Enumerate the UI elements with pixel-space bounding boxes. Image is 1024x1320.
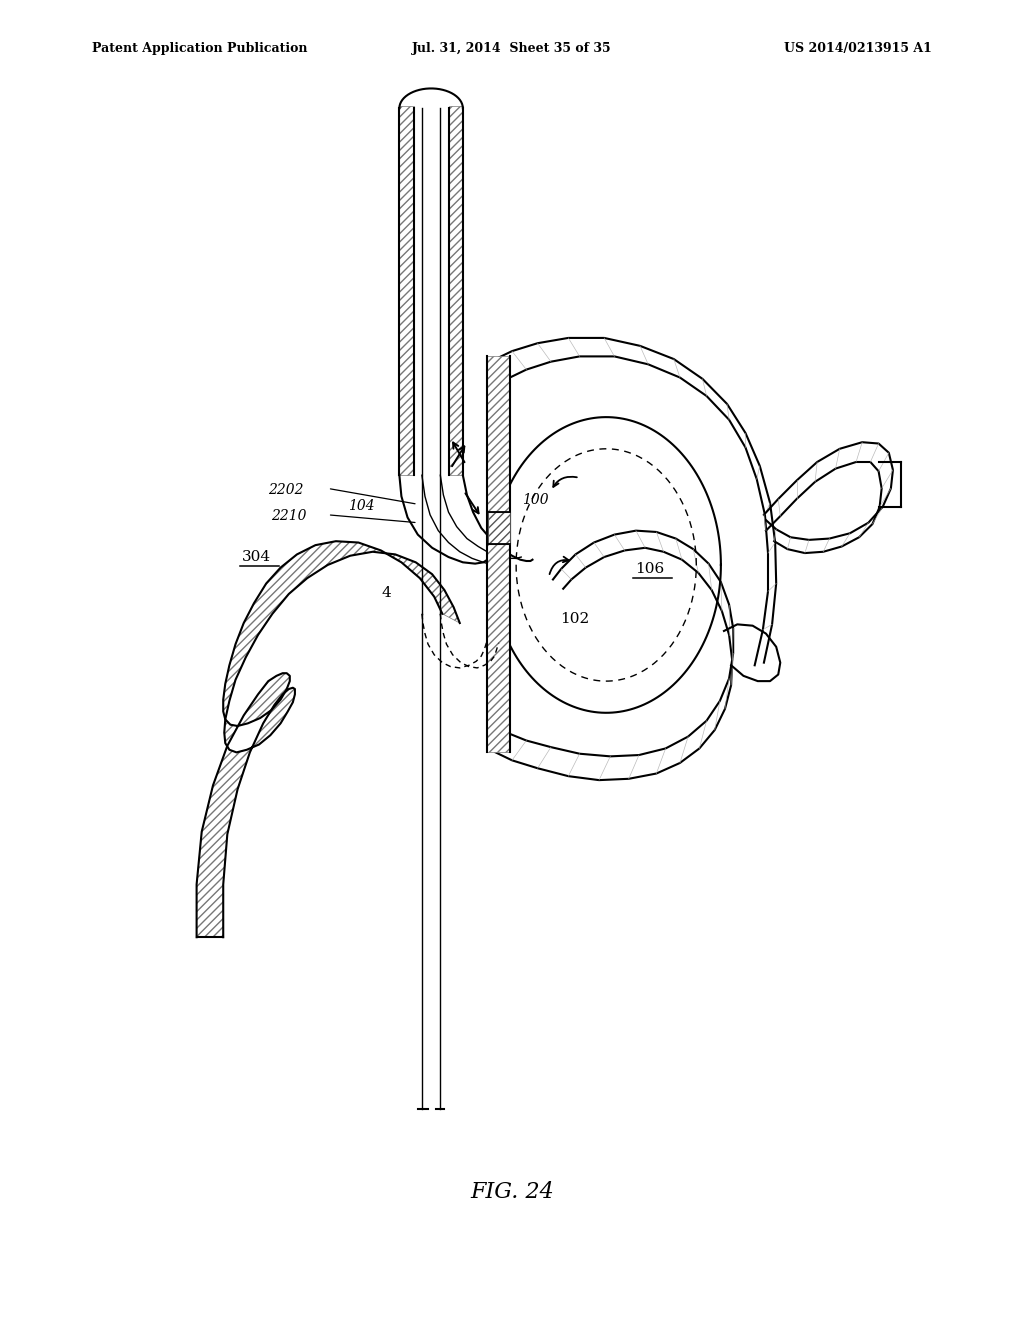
Text: 102: 102 [560, 612, 590, 626]
Text: Patent Application Publication: Patent Application Publication [92, 42, 307, 55]
Polygon shape [488, 512, 510, 544]
Text: 2210: 2210 [271, 510, 307, 523]
Polygon shape [487, 356, 510, 752]
Text: FIG. 24: FIG. 24 [470, 1181, 554, 1204]
Text: Jul. 31, 2014  Sheet 35 of 35: Jul. 31, 2014 Sheet 35 of 35 [413, 42, 611, 55]
Text: 106: 106 [635, 562, 665, 576]
Text: 304: 304 [242, 550, 270, 564]
Text: 4: 4 [382, 586, 392, 599]
Text: US 2014/0213915 A1: US 2014/0213915 A1 [784, 42, 932, 55]
Text: 104: 104 [348, 499, 375, 512]
Polygon shape [449, 106, 463, 475]
Polygon shape [399, 106, 414, 475]
Text: 2202: 2202 [268, 483, 304, 496]
Polygon shape [197, 541, 460, 937]
Text: 100: 100 [522, 494, 549, 507]
